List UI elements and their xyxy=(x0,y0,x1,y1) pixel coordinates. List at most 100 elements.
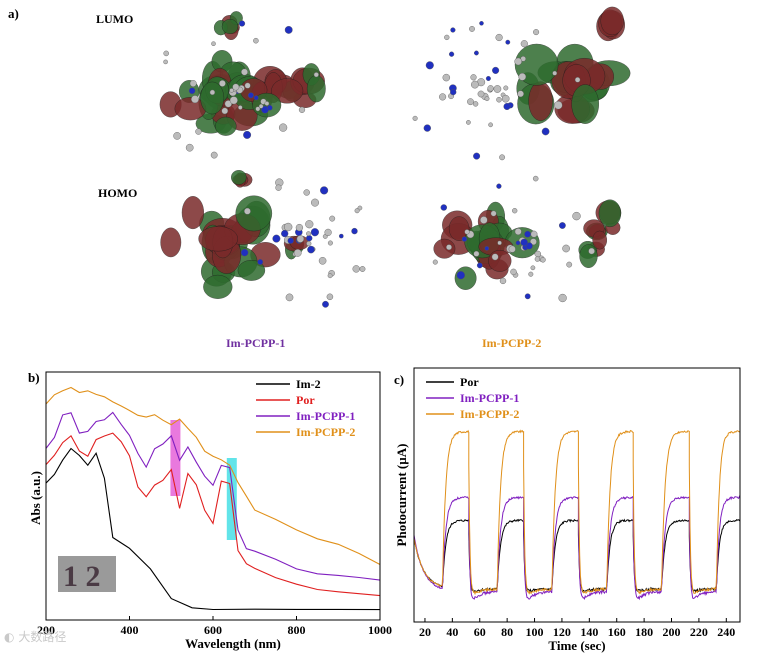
atom xyxy=(533,29,540,36)
atom xyxy=(456,271,465,280)
atom xyxy=(318,257,327,265)
atom xyxy=(477,90,485,98)
atom xyxy=(243,130,252,139)
atom xyxy=(491,253,499,261)
atom xyxy=(306,241,312,247)
atom xyxy=(574,77,581,83)
series-line xyxy=(45,411,381,581)
inset-label: 1 2 xyxy=(63,560,101,593)
atom xyxy=(188,87,196,95)
lumo-label: LUMO xyxy=(96,12,134,26)
orbital-lobe xyxy=(514,43,559,86)
atom xyxy=(493,85,502,93)
chart-c: c) 20 40 60 80 100 120 140 160 180 200 220 240 Time (… xyxy=(394,367,741,653)
x-tick-label: 200 xyxy=(37,623,55,637)
legend-label: Por xyxy=(296,393,315,407)
atom xyxy=(524,293,531,300)
atom xyxy=(232,83,240,91)
y-axis-label: Abs (a.u.) xyxy=(28,471,43,525)
atom xyxy=(229,96,238,105)
x-axis-label: Time (sec) xyxy=(548,638,605,653)
atom xyxy=(327,273,333,279)
panel-a-label: a) xyxy=(8,6,19,21)
x-tick-label: 800 xyxy=(288,623,306,637)
atom xyxy=(313,72,319,78)
atom xyxy=(287,237,294,244)
chart-b: b) 1 2 200 400 600 800 1000 Wavelength (nm) Abs … xyxy=(28,370,392,651)
atom xyxy=(485,76,491,81)
atom xyxy=(566,261,573,268)
atom xyxy=(238,20,246,27)
highlight-band xyxy=(170,420,181,496)
x-tick-label: 220 xyxy=(690,625,708,639)
atom xyxy=(327,240,333,246)
atom xyxy=(351,227,358,235)
atom xyxy=(528,271,534,277)
atom xyxy=(240,248,249,257)
atom xyxy=(195,128,202,135)
orbital-lobe xyxy=(198,226,238,252)
x-tick-label: 40 xyxy=(446,625,458,639)
atom xyxy=(503,85,509,91)
panel-c-label: c) xyxy=(394,372,404,387)
orbital-lobe xyxy=(237,259,266,281)
orbital-lobes xyxy=(159,6,631,308)
atom xyxy=(191,95,199,104)
atom xyxy=(219,80,226,87)
atom xyxy=(264,101,270,106)
atom xyxy=(484,96,490,102)
molecule-name-2: Im-PCPP-2 xyxy=(482,336,542,350)
x-tick-label: 400 xyxy=(121,623,139,637)
atom xyxy=(306,231,311,237)
atom xyxy=(514,57,522,66)
orbital-lobe xyxy=(306,75,326,103)
orbital-lobe xyxy=(235,195,273,232)
atom xyxy=(495,33,503,42)
orbital-lobe xyxy=(160,227,182,258)
x-tick-label: 200 xyxy=(663,625,681,639)
atom xyxy=(163,59,168,65)
atom xyxy=(496,183,502,189)
atom xyxy=(244,82,251,89)
atom xyxy=(311,198,319,207)
atom xyxy=(439,93,447,101)
atom xyxy=(189,80,197,87)
orbital-lobe xyxy=(598,199,622,228)
atom xyxy=(499,277,507,285)
atom xyxy=(272,234,281,243)
x-tick-label: 60 xyxy=(474,625,486,639)
atom xyxy=(324,228,332,237)
atom xyxy=(352,265,360,273)
x-tick-label: 20 xyxy=(419,625,431,639)
legend-label: Im-PCPP-2 xyxy=(296,425,355,439)
molecular-orbitals xyxy=(159,6,631,308)
atom xyxy=(473,152,481,160)
atom xyxy=(255,106,261,112)
x-axis-label: Wavelength (nm) xyxy=(185,636,281,651)
atom xyxy=(517,90,524,98)
x-tick-label: 160 xyxy=(608,625,626,639)
atom xyxy=(562,244,570,253)
atom xyxy=(515,240,521,246)
atom xyxy=(293,249,302,257)
orbital-lobe xyxy=(231,169,247,185)
atom xyxy=(552,70,558,76)
atom xyxy=(499,154,506,161)
atom xyxy=(470,74,477,81)
atom xyxy=(520,40,528,48)
atom xyxy=(305,220,314,229)
orbital-lobe xyxy=(488,249,512,272)
legend-label: Im-PCPP-1 xyxy=(460,391,519,405)
watermark: ◐ 大数路径 xyxy=(4,630,67,644)
atom xyxy=(258,103,264,109)
atom xyxy=(469,25,475,32)
atom xyxy=(295,223,304,232)
atom xyxy=(211,41,216,46)
atom xyxy=(540,257,546,263)
atom xyxy=(425,61,434,70)
atom xyxy=(520,238,528,247)
orbital-lobe xyxy=(215,116,237,136)
atom xyxy=(284,222,293,232)
atom xyxy=(359,266,366,272)
